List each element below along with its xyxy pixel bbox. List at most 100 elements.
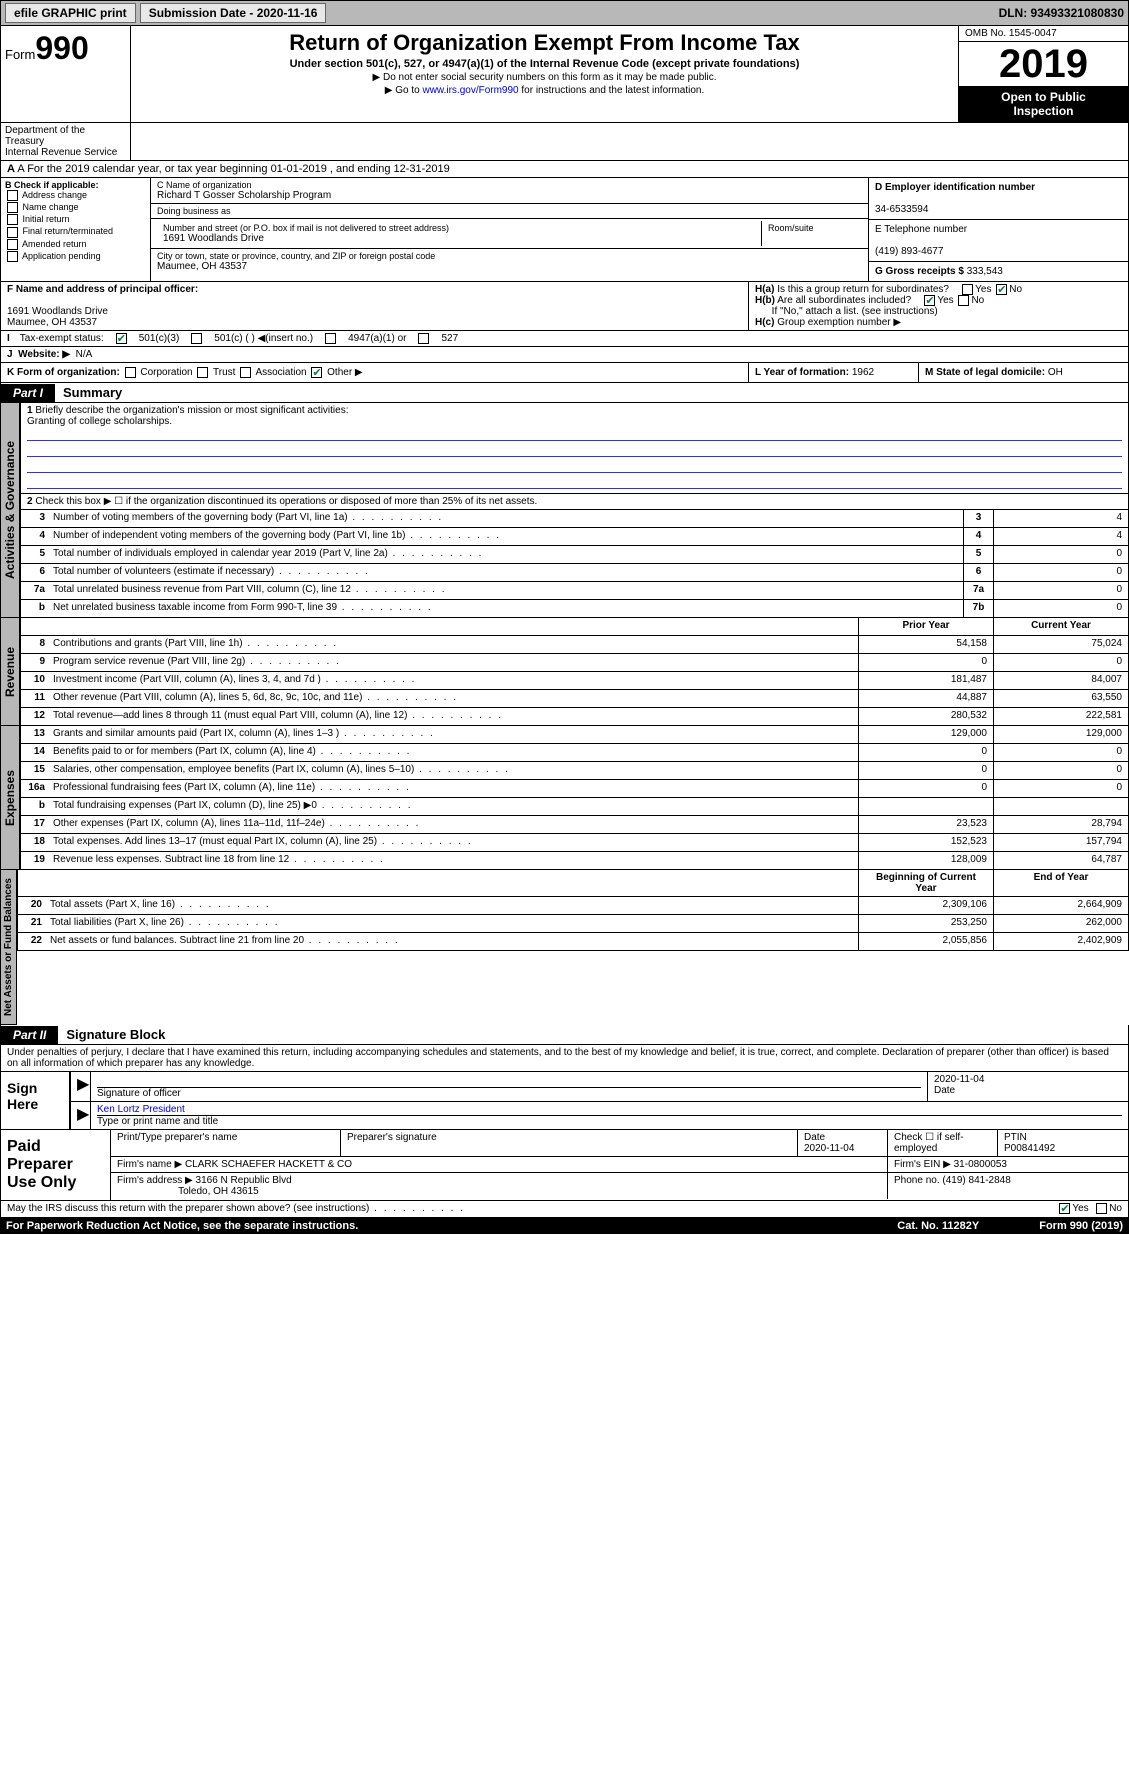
form-title: Return of Organization Exempt From Incom… (139, 30, 950, 56)
pra-notice: For Paperwork Reduction Act Notice, see … (6, 1220, 358, 1232)
chk-corp[interactable] (125, 367, 136, 378)
part2-header: Part II Signature Block (0, 1025, 1129, 1045)
form-prefix: Form (5, 47, 35, 62)
chk-initial-return[interactable]: Initial return (5, 214, 146, 225)
f-label: F Name and address of principal officer: (7, 284, 198, 295)
table-row: 21 Total liabilities (Part X, line 26) 2… (17, 915, 1129, 933)
phone-value: (419) 893-4677 (875, 246, 943, 257)
governance-section: Activities & Governance 1 Briefly descri… (0, 403, 1129, 618)
discuss-no[interactable] (1096, 1203, 1107, 1214)
officer-addr2: Maumee, OH 43537 (7, 317, 97, 328)
hdr-current-year: Current Year (993, 618, 1128, 635)
city-row: City or town, state or province, country… (151, 249, 868, 274)
table-row: 7a Total unrelated business revenue from… (20, 582, 1129, 600)
firm-ein-label: Firm's EIN ▶ (894, 1159, 951, 1170)
section-h: H(a) Is this a group return for subordin… (748, 282, 1128, 330)
chk-address-change[interactable]: Address change (5, 190, 146, 201)
chk-501c3[interactable] (116, 333, 127, 344)
table-row: 11 Other revenue (Part VIII, column (A),… (20, 690, 1129, 708)
firm-addr1: 3166 N Republic Blvd (196, 1175, 292, 1186)
section-d-e-g: D Employer identification number 34-6533… (868, 178, 1128, 281)
e-label: E Telephone number (875, 224, 967, 235)
net-assets-section: Net Assets or Fund Balances Beginning of… (0, 870, 1129, 1025)
prep-selfemp: Check ☐ if self-employed (888, 1130, 998, 1156)
section-f: F Name and address of principal officer:… (1, 282, 748, 330)
dln-label: DLN: 93493321080830 (999, 6, 1124, 20)
room-label: Room/suite (762, 221, 862, 246)
phone-row: E Telephone number (419) 893-4677 (869, 220, 1128, 262)
website-value: N/A (76, 349, 93, 360)
ha-yes[interactable] (962, 284, 973, 295)
chk-other[interactable] (311, 367, 322, 378)
discuss-yes[interactable] (1059, 1203, 1070, 1214)
org-name: Richard T Gosser Scholarship Program (157, 190, 862, 201)
preparer-label: Paid Preparer Use Only (1, 1130, 111, 1200)
efile-button[interactable]: efile GRAPHIC print (5, 3, 136, 23)
line1-text: Briefly describe the organization's miss… (35, 405, 348, 416)
officer-addr1: 1691 Woodlands Drive (7, 306, 108, 317)
hb-yes[interactable] (924, 295, 935, 306)
sig-arrow-icon: ▶ (71, 1072, 91, 1101)
section-j: J Website: ▶ N/A (0, 347, 1129, 363)
table-row: 12 Total revenue—add lines 8 through 11 … (20, 708, 1129, 726)
sig-officer-label: Signature of officer (97, 1088, 921, 1099)
table-row: 17 Other expenses (Part IX, column (A), … (20, 816, 1129, 834)
section-i: I Tax-exempt status: 501(c)(3) 501(c) ( … (0, 331, 1129, 347)
chk-527[interactable] (418, 333, 429, 344)
identity-grid: B Check if applicable: Address change Na… (0, 178, 1129, 282)
irs-link[interactable]: www.irs.gov/Form990 (422, 85, 518, 96)
table-row: 22 Net assets or fund balances. Subtract… (17, 933, 1129, 951)
firm-addr2: Toledo, OH 43615 (178, 1186, 259, 1197)
ha-no[interactable] (996, 284, 1007, 295)
i-label: Tax-exempt status: (20, 333, 104, 344)
chk-amended-return[interactable]: Amended return (5, 239, 146, 250)
prep-date-hdr: Date (804, 1132, 825, 1143)
mission-text: Granting of college scholarships. (27, 416, 172, 427)
sig-arrow-icon-2: ▶ (71, 1102, 91, 1129)
sig-date: 2020-11-04 (934, 1074, 1122, 1085)
cat-number: Cat. No. 11282Y (897, 1220, 979, 1232)
table-row: 15 Salaries, other compensation, employe… (20, 762, 1129, 780)
ein-row: D Employer identification number 34-6533… (869, 178, 1128, 220)
ptin-label: PTIN (1004, 1132, 1027, 1143)
part1-title: Summary (55, 383, 130, 402)
submission-date-button[interactable]: Submission Date - 2020-11-16 (140, 3, 327, 23)
prep-date: 2020-11-04 (804, 1143, 854, 1154)
form-note-2: ▶ Go to www.irs.gov/Form990 for instruct… (139, 85, 950, 96)
chk-4947[interactable] (325, 333, 336, 344)
hb-no[interactable] (958, 295, 969, 306)
topbar: efile GRAPHIC print Submission Date - 20… (0, 0, 1129, 26)
col-header-row: Prior Year Current Year (20, 618, 1129, 636)
table-row: 18 Total expenses. Add lines 13–17 (must… (20, 834, 1129, 852)
chk-application-pending[interactable]: Application pending (5, 251, 146, 262)
inspection-badge: Open to PublicInspection (959, 86, 1128, 122)
part1-header: Part I Summary (0, 383, 1129, 403)
dept-label: Department of the TreasuryInternal Reven… (1, 123, 131, 160)
chk-trust[interactable] (197, 367, 208, 378)
chk-final-return[interactable]: Final return/terminated (5, 226, 146, 237)
table-row: 6 Total number of volunteers (estimate i… (20, 564, 1129, 582)
form-ref: Form 990 (2019) (1039, 1220, 1123, 1232)
part1-badge: Part I (1, 384, 55, 402)
dept-row: Department of the TreasuryInternal Reven… (0, 123, 1129, 161)
form-subtitle: Under section 501(c), 527, or 4947(a)(1)… (139, 58, 950, 70)
table-row: 5 Total number of individuals employed i… (20, 546, 1129, 564)
form-note-1: ▶ Do not enter social security numbers o… (139, 72, 950, 83)
discuss-text: May the IRS discuss this return with the… (7, 1203, 465, 1214)
expenses-section: Expenses 13 Grants and similar amounts p… (0, 726, 1129, 870)
line-1: 1 Briefly describe the organization's mi… (20, 403, 1129, 494)
chk-501c[interactable] (191, 333, 202, 344)
chk-name-change[interactable]: Name change (5, 202, 146, 213)
line2-text: Check this box ▶ ☐ if the organization d… (35, 496, 537, 507)
gross-receipts-row: G Gross receipts $ 333,543 (869, 262, 1128, 281)
omb-number: OMB No. 1545-0047 (959, 26, 1128, 42)
section-c: C Name of organization Richard T Gosser … (151, 178, 868, 281)
form-header: Form990 Return of Organization Exempt Fr… (0, 26, 1129, 123)
chk-assoc[interactable] (240, 367, 251, 378)
part2-title: Signature Block (58, 1025, 173, 1044)
officer-name-link[interactable]: Ken Lortz President (97, 1104, 185, 1115)
state-domicile: OH (1048, 367, 1063, 378)
sign-here-label: Sign Here (1, 1072, 71, 1129)
addr-label: Number and street (or P.O. box if mail i… (163, 223, 755, 233)
signature-section: Under penalties of perjury, I declare th… (0, 1045, 1129, 1130)
